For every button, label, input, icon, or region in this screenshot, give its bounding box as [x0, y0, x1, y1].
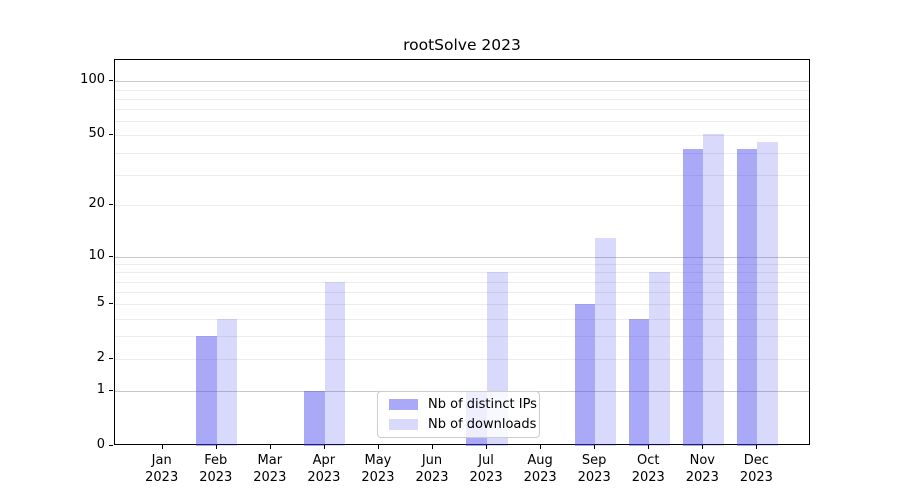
x-tick-7 — [486, 445, 488, 449]
y-tick-label-2: 2 — [96, 350, 105, 366]
gridline-minor-70 — [115, 109, 809, 111]
bar-ips-sep-2023 — [574, 304, 596, 446]
bar-downloads-apr-2023 — [324, 281, 346, 446]
gridline-minor-3 — [115, 336, 809, 338]
x-tick-label-dec-2023: Dec 2023 — [739, 453, 773, 485]
gridline-minor-8 — [115, 272, 809, 274]
y-tick-label-100: 100 — [80, 72, 105, 88]
gridline-major-10 — [115, 256, 809, 258]
y-tick-50 — [109, 134, 113, 136]
gridline-minor-6 — [115, 292, 809, 294]
bar-downloads-dec-2023 — [757, 141, 778, 446]
gridline-minor-9 — [115, 264, 809, 266]
y-tick-0 — [109, 445, 113, 446]
x-tick-label-mar-2023: Mar 2023 — [253, 453, 287, 485]
x-tick-label-jun-2023: Jun 2023 — [415, 453, 449, 485]
x-tick-label-may-2023: May 2023 — [361, 453, 395, 485]
x-tick-label-apr-2023: Apr 2023 — [307, 453, 341, 485]
y-tick-20 — [109, 204, 113, 206]
bar-ips-nov-2023 — [682, 148, 704, 446]
bar-ips-feb-2023 — [196, 336, 217, 446]
y-tick-5 — [109, 303, 113, 305]
gridline-minor-40 — [115, 152, 809, 154]
gridline-minor-4 — [115, 318, 809, 320]
x-tick-label-oct-2023: Oct 2023 — [631, 453, 665, 485]
x-tick-8 — [540, 445, 542, 449]
y-tick-label-5: 5 — [96, 295, 105, 311]
x-tick-label-jan-2023: Jan 2023 — [145, 453, 179, 485]
legend-label-ips: Nb of distinct IPs — [428, 397, 537, 412]
gridline-minor-80 — [115, 98, 809, 100]
y-tick-label-20: 20 — [88, 196, 105, 212]
bar-ips-oct-2023 — [628, 318, 650, 446]
bar-ips-dec-2023 — [736, 148, 758, 446]
bar-downloads-nov-2023 — [703, 133, 724, 446]
y-tick-10 — [109, 255, 113, 257]
legend-swatch-downloads — [389, 419, 418, 430]
x-tick-1 — [161, 445, 163, 449]
gridline-minor-20 — [115, 205, 809, 207]
legend-item-ips: Nb of distinct IPs — [386, 397, 537, 412]
gridline-minor-5 — [115, 304, 809, 306]
gridline-minor-50 — [115, 135, 809, 137]
x-tick-label-feb-2023: Feb 2023 — [199, 453, 233, 485]
bar-downloads-feb-2023 — [216, 318, 238, 446]
x-tick-label-sep-2023: Sep 2023 — [577, 453, 611, 485]
legend-swatch-ips — [389, 399, 418, 410]
x-tick-4 — [323, 445, 325, 449]
x-tick-label-aug-2023: Aug 2023 — [523, 453, 557, 485]
y-tick-2 — [109, 358, 113, 360]
y-tick-label-10: 10 — [88, 247, 105, 263]
x-tick-10 — [648, 445, 650, 449]
legend-label-downloads: Nb of downloads — [428, 417, 537, 432]
gridline-minor-90 — [115, 89, 809, 91]
gridline-minor-7 — [115, 281, 809, 283]
legend-item-downloads: Nb of downloads — [386, 417, 536, 432]
gridline-minor-2 — [115, 359, 809, 361]
legend: Nb of distinct IPs Nb of downloads — [377, 391, 540, 438]
y-tick-label-1: 1 — [96, 382, 105, 398]
y-tick-100 — [109, 80, 113, 82]
plot-area — [114, 59, 810, 446]
x-tick-5 — [377, 445, 379, 449]
x-tick-3 — [269, 445, 271, 449]
gridline-minor-60 — [115, 121, 809, 123]
x-tick-9 — [594, 445, 596, 449]
gridline-minor-30 — [115, 174, 809, 176]
x-tick-11 — [702, 445, 704, 449]
bar-ips-apr-2023 — [304, 391, 325, 446]
chart-title: rootSolve 2023 — [403, 36, 521, 54]
x-tick-12 — [756, 445, 758, 449]
gridline-major-100 — [115, 81, 809, 83]
bar-downloads-sep-2023 — [595, 237, 616, 446]
x-tick-2 — [215, 445, 217, 449]
x-tick-6 — [432, 445, 433, 449]
y-tick-label-50: 50 — [88, 126, 105, 142]
x-tick-label-nov-2023: Nov 2023 — [685, 453, 719, 485]
x-tick-label-jul-2023: Jul 2023 — [469, 453, 503, 485]
y-tick-label-0: 0 — [96, 437, 105, 452]
bar-downloads-oct-2023 — [649, 272, 670, 446]
y-tick-1 — [109, 390, 113, 392]
